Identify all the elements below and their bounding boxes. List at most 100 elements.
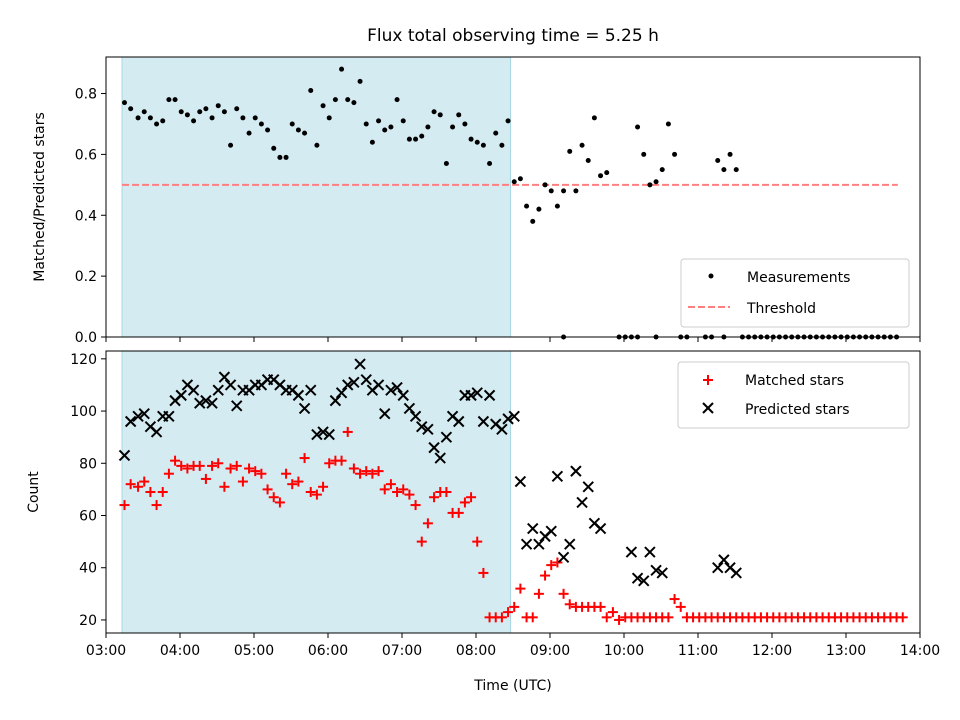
predicted-star-point — [453, 415, 465, 428]
predicted-star-point-b — [422, 423, 434, 436]
predicted-star-point-b — [163, 410, 175, 422]
legend-cross-b — [702, 402, 714, 414]
matched-star-point — [324, 458, 335, 469]
measurement-point — [567, 148, 573, 154]
predicted-star-point — [545, 525, 557, 537]
predicted-star-point-b — [712, 562, 724, 574]
matched-star-point — [472, 536, 483, 547]
measurement-point — [345, 97, 351, 103]
predicted-star-point — [508, 410, 520, 422]
predicted-star-point-b — [385, 384, 397, 396]
predicted-star-point — [465, 389, 477, 402]
matched-star-point — [194, 460, 205, 471]
matched-star-point — [336, 455, 347, 466]
matched-star-point — [503, 607, 514, 618]
predicted-star-point — [527, 522, 539, 535]
predicted-star-point-b — [730, 567, 742, 579]
matched-star-point — [145, 487, 156, 497]
matched-star-point — [496, 612, 507, 623]
predicted-star-point-b — [342, 379, 354, 391]
measurement-point — [234, 106, 240, 112]
predicted-star-point-b — [477, 415, 490, 428]
shaded-observing-window-top — [121, 56, 512, 338]
measurement-point — [413, 136, 419, 142]
measurement-point — [456, 112, 462, 118]
predicted-star-point-b — [194, 397, 206, 409]
matched-star-point — [663, 612, 674, 623]
matched-star-point — [262, 484, 273, 495]
matched-star-point — [318, 481, 329, 492]
predicted-star-point — [416, 421, 428, 433]
matched-star-point — [176, 460, 187, 471]
measurement-point — [425, 124, 431, 130]
predicted-star-point-b — [218, 371, 231, 383]
measurement-point — [141, 109, 147, 115]
measurement-point — [351, 100, 357, 106]
predicted-star-point — [298, 402, 311, 415]
measurement-point — [647, 182, 653, 188]
measurement-point — [573, 188, 579, 194]
predicted-star-point — [477, 415, 490, 428]
measurement-point — [400, 118, 406, 124]
measurement-point — [191, 118, 197, 124]
legend-bottom: Matched stars Predicted stars — [677, 361, 910, 429]
predicted-star-point-b — [483, 389, 496, 402]
x-tick-label: 05:00 — [234, 643, 274, 659]
predicted-star-point-b — [348, 376, 360, 389]
measurement-point — [147, 115, 153, 121]
matched-star-point — [348, 463, 359, 474]
matched-star-point — [256, 468, 267, 479]
matched-star-point — [274, 497, 285, 508]
predicted-star-point-b — [292, 389, 305, 402]
predicted-star-point-b — [397, 389, 409, 402]
predicted-star-point — [391, 381, 403, 394]
matched-star-point — [244, 463, 255, 474]
predicted-star-point — [514, 475, 527, 488]
measurement-point — [302, 130, 308, 136]
predicted-star-point — [348, 376, 360, 389]
predicted-star-point — [434, 452, 446, 464]
legend-predicted-marker — [702, 402, 714, 414]
measurement-point — [258, 121, 264, 127]
predicted-star-point-b — [428, 441, 440, 454]
predicted-star-point-b — [132, 410, 144, 422]
matched-star-point — [268, 492, 279, 503]
predicted-star-point-b — [175, 389, 187, 402]
measurement-point — [166, 97, 172, 103]
predicted-star-point-b — [268, 374, 280, 386]
predicted-star-point — [360, 374, 372, 386]
predicted-star-point — [194, 397, 206, 409]
matched-star-point — [293, 476, 304, 487]
predicted-star-point-b — [570, 465, 582, 477]
predicted-star-point-b — [564, 538, 576, 550]
measurement-point — [480, 142, 486, 148]
predicted-star-point-b — [576, 496, 588, 509]
measurement-point — [598, 173, 604, 179]
matched-star-point — [422, 518, 433, 529]
predicted-star-point-b — [496, 423, 508, 436]
measurement-point — [419, 133, 425, 139]
measurement-point — [320, 103, 326, 109]
measurement-point — [659, 167, 665, 173]
predicted-star-point — [644, 546, 656, 558]
measurement-point — [295, 127, 301, 133]
matched-star-point — [213, 458, 224, 469]
predicted-star-point-b — [582, 481, 594, 493]
matched-star-point — [533, 588, 544, 599]
predicted-star-point-b — [588, 517, 601, 530]
predicted-star-point — [631, 572, 644, 584]
matched-star-point — [367, 468, 378, 479]
measurement-point — [604, 170, 610, 176]
measurement-point — [382, 127, 388, 133]
legend-measurements-marker — [708, 273, 714, 279]
x-tick-label: 07:00 — [382, 643, 422, 659]
matched-star-point — [453, 507, 464, 518]
matched-star-point — [416, 536, 427, 547]
predicted-star-point — [557, 551, 570, 563]
matched-star-point — [379, 484, 390, 495]
predicted-star-point — [231, 400, 243, 412]
predicted-star-point-b — [650, 564, 662, 577]
predicted-star-point — [502, 413, 514, 425]
x-tick-label: 14:00 — [900, 643, 940, 659]
predicted-star-point — [305, 384, 317, 396]
